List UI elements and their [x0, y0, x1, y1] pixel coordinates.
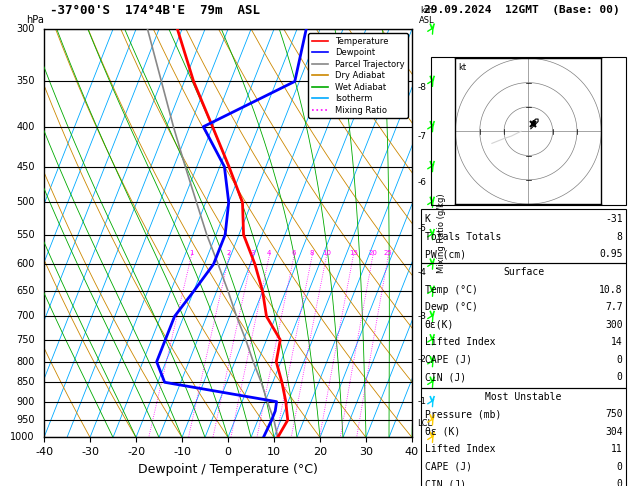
Text: 750: 750	[16, 335, 35, 345]
Text: 0: 0	[617, 479, 623, 486]
Text: hPa: hPa	[26, 15, 43, 25]
Text: 750: 750	[605, 409, 623, 419]
Text: 11: 11	[611, 444, 623, 454]
Text: 14: 14	[611, 337, 623, 347]
Text: 850: 850	[16, 377, 35, 387]
Text: 0: 0	[617, 355, 623, 364]
Text: θε (K): θε (K)	[425, 427, 460, 436]
Text: Mixing Ratio (g/kg): Mixing Ratio (g/kg)	[437, 193, 446, 273]
Text: -1: -1	[418, 397, 426, 406]
Text: 1000: 1000	[10, 433, 35, 442]
Text: Lifted Index: Lifted Index	[425, 337, 495, 347]
Text: Totals Totals: Totals Totals	[425, 232, 501, 242]
Text: 2: 2	[227, 250, 231, 256]
Text: 25: 25	[384, 250, 392, 256]
Text: Surface: Surface	[503, 267, 544, 277]
Text: Dewp (°C): Dewp (°C)	[425, 302, 477, 312]
Text: 700: 700	[16, 312, 35, 321]
Text: -37°00'S  174°4B'E  79m  ASL: -37°00'S 174°4B'E 79m ASL	[50, 4, 260, 17]
Text: -31: -31	[605, 214, 623, 225]
Text: 0.95: 0.95	[599, 249, 623, 260]
Text: Pressure (mb): Pressure (mb)	[425, 409, 501, 419]
Text: Temp (°C): Temp (°C)	[425, 285, 477, 295]
Text: 950: 950	[16, 415, 35, 425]
Text: -4: -4	[418, 268, 426, 277]
Text: -5: -5	[418, 224, 426, 233]
Text: 10: 10	[322, 250, 331, 256]
Text: 7.7: 7.7	[605, 302, 623, 312]
X-axis label: Dewpoint / Temperature (°C): Dewpoint / Temperature (°C)	[138, 463, 318, 476]
Text: 800: 800	[16, 357, 35, 367]
Text: 600: 600	[16, 259, 35, 269]
Text: θε(K): θε(K)	[425, 320, 454, 330]
Text: LCL: LCL	[418, 419, 433, 428]
Text: 8: 8	[310, 250, 314, 256]
Legend: Temperature, Dewpoint, Parcel Trajectory, Dry Adiabat, Wet Adiabat, Isotherm, Mi: Temperature, Dewpoint, Parcel Trajectory…	[308, 34, 408, 118]
Text: -6: -6	[418, 178, 426, 187]
Text: 304: 304	[605, 427, 623, 436]
Text: 4: 4	[267, 250, 272, 256]
Text: 3: 3	[250, 250, 255, 256]
Text: -7: -7	[418, 132, 426, 141]
Text: 1: 1	[189, 250, 194, 256]
Text: 400: 400	[16, 122, 35, 132]
Text: Lifted Index: Lifted Index	[425, 444, 495, 454]
Text: 20: 20	[369, 250, 377, 256]
Text: 550: 550	[16, 230, 35, 240]
Text: km
ASL: km ASL	[419, 6, 435, 25]
Text: CIN (J): CIN (J)	[425, 372, 465, 382]
Text: 300: 300	[16, 24, 35, 34]
Text: 0: 0	[617, 372, 623, 382]
Text: -3: -3	[418, 312, 426, 321]
Text: 350: 350	[16, 76, 35, 87]
Text: -2: -2	[418, 355, 426, 364]
Text: 650: 650	[16, 286, 35, 296]
Text: CAPE (J): CAPE (J)	[425, 355, 472, 364]
Text: K: K	[425, 214, 430, 225]
Text: 6: 6	[292, 250, 296, 256]
Text: PW (cm): PW (cm)	[425, 249, 465, 260]
Text: 300: 300	[605, 320, 623, 330]
Text: Most Unstable: Most Unstable	[486, 392, 562, 401]
Text: 0: 0	[617, 462, 623, 471]
Text: 450: 450	[16, 162, 35, 172]
Text: 900: 900	[16, 397, 35, 407]
Text: CIN (J): CIN (J)	[425, 479, 465, 486]
Text: CAPE (J): CAPE (J)	[425, 462, 472, 471]
Text: 8: 8	[617, 232, 623, 242]
Text: 29.09.2024  12GMT  (Base: 00): 29.09.2024 12GMT (Base: 00)	[424, 5, 620, 15]
Text: -8: -8	[418, 83, 426, 92]
Text: 15: 15	[349, 250, 358, 256]
Text: 500: 500	[16, 197, 35, 208]
Text: 10.8: 10.8	[599, 285, 623, 295]
Text: kt: kt	[459, 63, 467, 72]
